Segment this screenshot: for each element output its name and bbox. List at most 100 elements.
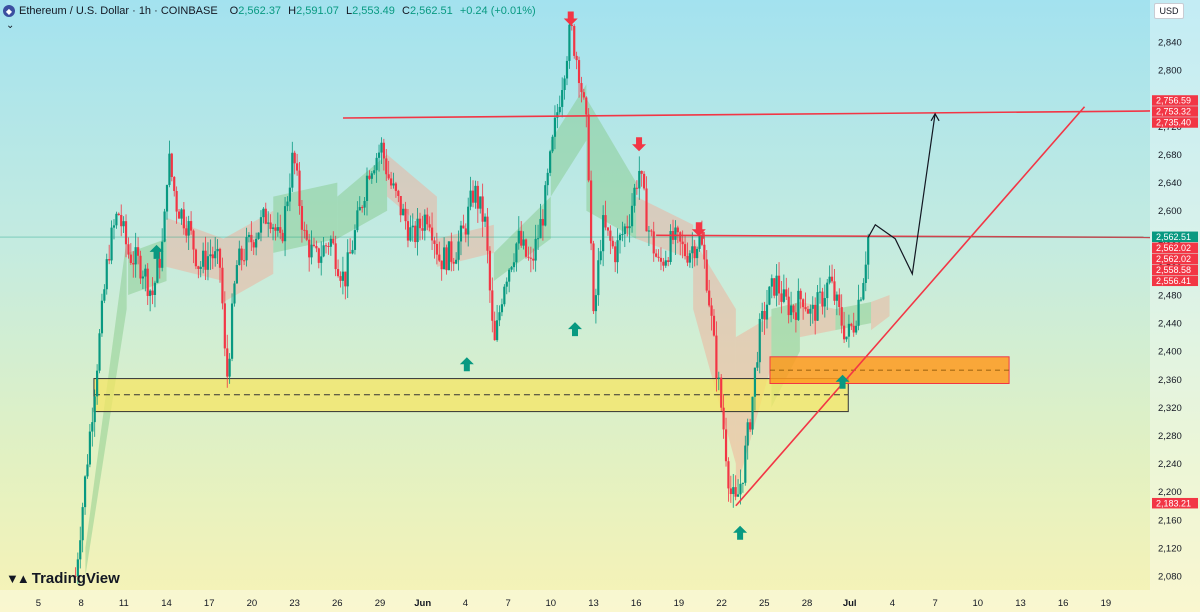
candle[interactable]	[606, 227, 610, 231]
candle[interactable]	[669, 231, 672, 263]
candle[interactable]	[375, 157, 378, 171]
candle[interactable]	[206, 256, 210, 270]
candle[interactable]	[686, 256, 689, 263]
candle[interactable]	[529, 257, 532, 259]
candle[interactable]	[457, 241, 460, 260]
candle[interactable]	[127, 244, 130, 255]
candle[interactable]	[88, 431, 91, 465]
candle[interactable]	[486, 216, 489, 251]
candle[interactable]	[115, 213, 118, 226]
candle[interactable]	[471, 190, 475, 203]
candle[interactable]	[279, 227, 282, 233]
candle[interactable]	[539, 218, 542, 239]
candle[interactable]	[821, 291, 824, 307]
candle[interactable]	[840, 307, 843, 326]
candle[interactable]	[770, 278, 773, 287]
candle[interactable]	[238, 248, 241, 266]
candle[interactable]	[428, 224, 431, 228]
candle[interactable]	[170, 153, 173, 177]
candle[interactable]	[867, 237, 870, 265]
candle[interactable]	[628, 226, 631, 229]
candle[interactable]	[298, 170, 301, 207]
candle[interactable]	[204, 250, 207, 270]
candle[interactable]	[288, 187, 291, 202]
candle[interactable]	[633, 187, 636, 206]
candle[interactable]	[430, 227, 434, 241]
candle[interactable]	[334, 243, 337, 270]
candle[interactable]	[223, 303, 226, 349]
candle[interactable]	[382, 142, 385, 159]
candle[interactable]	[189, 221, 193, 231]
candle[interactable]	[524, 239, 528, 257]
candle[interactable]	[433, 240, 436, 244]
candle[interactable]	[768, 286, 771, 305]
candle[interactable]	[582, 92, 585, 98]
projection-path[interactable]	[867, 113, 936, 276]
candle[interactable]	[565, 60, 569, 79]
candle[interactable]	[732, 487, 735, 495]
candle[interactable]	[811, 304, 814, 309]
candle[interactable]	[305, 230, 308, 240]
candle[interactable]	[469, 190, 472, 207]
candle[interactable]	[857, 299, 860, 326]
candle[interactable]	[510, 267, 513, 270]
candle[interactable]	[683, 244, 687, 257]
candle[interactable]	[551, 136, 554, 152]
candle[interactable]	[310, 244, 313, 258]
candle[interactable]	[797, 290, 800, 320]
candle[interactable]	[604, 215, 607, 228]
candle[interactable]	[151, 290, 154, 295]
candle[interactable]	[86, 464, 89, 477]
candle[interactable]	[744, 445, 747, 483]
candle[interactable]	[693, 246, 696, 259]
candle[interactable]	[724, 429, 728, 462]
candle[interactable]	[230, 303, 234, 359]
candle[interactable]	[715, 335, 718, 379]
candle[interactable]	[324, 245, 328, 247]
candle[interactable]	[698, 235, 701, 249]
candle[interactable]	[317, 248, 320, 263]
candle[interactable]	[850, 323, 853, 326]
candle[interactable]	[647, 230, 651, 232]
candle[interactable]	[373, 170, 376, 174]
candle[interactable]	[182, 209, 185, 229]
candle[interactable]	[787, 296, 790, 316]
candle[interactable]	[214, 251, 217, 259]
candle[interactable]	[727, 461, 730, 489]
candle[interactable]	[361, 207, 364, 209]
candle[interactable]	[274, 227, 277, 231]
candle[interactable]	[609, 230, 612, 241]
candle[interactable]	[262, 208, 265, 218]
candle[interactable]	[823, 298, 826, 307]
candle[interactable]	[662, 261, 665, 266]
candle[interactable]	[252, 242, 255, 248]
candle[interactable]	[488, 250, 491, 291]
candle[interactable]	[209, 254, 212, 257]
candle[interactable]	[377, 152, 381, 158]
candle[interactable]	[527, 256, 530, 258]
candle[interactable]	[756, 362, 759, 368]
candle[interactable]	[758, 318, 761, 363]
candle[interactable]	[862, 282, 865, 300]
candle[interactable]	[491, 290, 494, 321]
candle[interactable]	[452, 261, 455, 264]
candle[interactable]	[842, 325, 846, 340]
candle[interactable]	[773, 278, 776, 296]
candle[interactable]	[746, 422, 749, 446]
candle[interactable]	[185, 228, 188, 236]
candle[interactable]	[847, 323, 851, 337]
candle[interactable]	[667, 260, 670, 263]
candle[interactable]	[765, 304, 769, 320]
candle[interactable]	[597, 260, 600, 296]
candle[interactable]	[158, 258, 161, 268]
candle[interactable]	[575, 55, 578, 61]
candle[interactable]	[218, 248, 222, 268]
candle[interactable]	[589, 180, 593, 244]
candle[interactable]	[476, 185, 479, 209]
candle[interactable]	[804, 307, 807, 310]
candle[interactable]	[592, 243, 595, 312]
candle[interactable]	[705, 259, 708, 291]
candle[interactable]	[553, 117, 557, 137]
candle[interactable]	[734, 487, 737, 497]
candle[interactable]	[303, 229, 306, 231]
